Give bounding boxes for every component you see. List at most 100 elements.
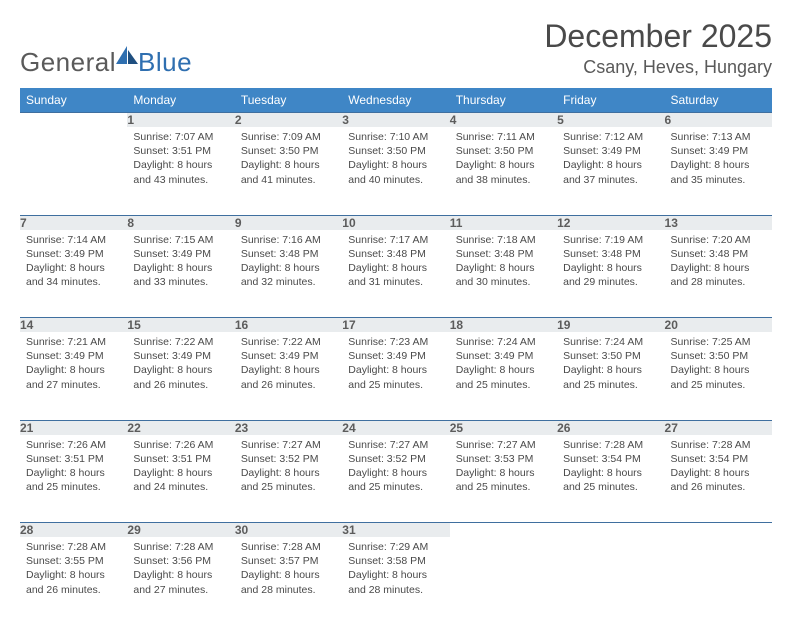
location: Csany, Heves, Hungary <box>544 57 772 78</box>
day-line: Sunset: 3:54 PM <box>671 452 766 466</box>
weekday-header-row: SundayMondayTuesdayWednesdayThursdayFrid… <box>20 88 772 113</box>
day-line: and 34 minutes. <box>26 275 121 289</box>
day-line: Daylight: 8 hours <box>241 363 336 377</box>
day-number: 25 <box>450 420 557 435</box>
day-line: Sunrise: 7:16 AM <box>241 233 336 247</box>
day-number: 20 <box>665 318 772 333</box>
week-daynum-row: 28293031 <box>20 523 772 538</box>
day-line: Sunset: 3:48 PM <box>563 247 658 261</box>
day-content: Sunrise: 7:21 AMSunset: 3:49 PMDaylight:… <box>20 332 127 398</box>
day-cell: Sunrise: 7:27 AMSunset: 3:53 PMDaylight:… <box>450 435 557 523</box>
day-line: Sunset: 3:49 PM <box>26 349 121 363</box>
day-cell: Sunrise: 7:14 AMSunset: 3:49 PMDaylight:… <box>20 230 127 318</box>
day-line: and 25 minutes. <box>348 378 443 392</box>
day-line: and 25 minutes. <box>348 480 443 494</box>
month-title: December 2025 <box>544 18 772 55</box>
day-line: Sunrise: 7:17 AM <box>348 233 443 247</box>
day-line: Sunrise: 7:18 AM <box>456 233 551 247</box>
day-content: Sunrise: 7:27 AMSunset: 3:53 PMDaylight:… <box>450 435 557 501</box>
sail-icon <box>116 46 138 64</box>
day-line: Sunset: 3:49 PM <box>26 247 121 261</box>
day-number: 9 <box>235 215 342 230</box>
day-line: Sunset: 3:57 PM <box>241 554 336 568</box>
day-content: Sunrise: 7:18 AMSunset: 3:48 PMDaylight:… <box>450 230 557 296</box>
day-line: Daylight: 8 hours <box>133 568 228 582</box>
day-cell: Sunrise: 7:24 AMSunset: 3:49 PMDaylight:… <box>450 332 557 420</box>
day-line: and 26 minutes. <box>26 583 121 597</box>
day-number: 2 <box>235 113 342 128</box>
day-number: 16 <box>235 318 342 333</box>
day-line: Sunrise: 7:14 AM <box>26 233 121 247</box>
day-line: and 29 minutes. <box>563 275 658 289</box>
day-line: Sunset: 3:49 PM <box>671 144 766 158</box>
day-content: Sunrise: 7:24 AMSunset: 3:50 PMDaylight:… <box>557 332 664 398</box>
day-line: Sunrise: 7:23 AM <box>348 335 443 349</box>
day-line: and 28 minutes. <box>348 583 443 597</box>
day-content: Sunrise: 7:10 AMSunset: 3:50 PMDaylight:… <box>342 127 449 193</box>
day-line: Daylight: 8 hours <box>133 363 228 377</box>
day-cell: Sunrise: 7:21 AMSunset: 3:49 PMDaylight:… <box>20 332 127 420</box>
day-line: Sunset: 3:50 PM <box>671 349 766 363</box>
day-line: and 30 minutes. <box>456 275 551 289</box>
day-cell: Sunrise: 7:13 AMSunset: 3:49 PMDaylight:… <box>665 127 772 215</box>
day-number: 10 <box>342 215 449 230</box>
day-number: 23 <box>235 420 342 435</box>
day-line: Daylight: 8 hours <box>348 363 443 377</box>
week-daynum-row: 78910111213 <box>20 215 772 230</box>
day-cell: Sunrise: 7:17 AMSunset: 3:48 PMDaylight:… <box>342 230 449 318</box>
week-daynum-row: 14151617181920 <box>20 318 772 333</box>
day-line: Daylight: 8 hours <box>241 466 336 480</box>
day-line: Sunset: 3:49 PM <box>133 247 228 261</box>
day-content: Sunrise: 7:27 AMSunset: 3:52 PMDaylight:… <box>342 435 449 501</box>
day-line: and 25 minutes. <box>456 480 551 494</box>
day-line: Daylight: 8 hours <box>671 261 766 275</box>
day-line: Daylight: 8 hours <box>671 158 766 172</box>
day-line: Sunset: 3:56 PM <box>133 554 228 568</box>
day-line: and 37 minutes. <box>563 173 658 187</box>
day-number: 4 <box>450 113 557 128</box>
day-line: Sunset: 3:48 PM <box>456 247 551 261</box>
weekday-header: Friday <box>557 88 664 113</box>
day-line: and 28 minutes. <box>671 275 766 289</box>
day-line: Sunrise: 7:26 AM <box>26 438 121 452</box>
day-cell: Sunrise: 7:15 AMSunset: 3:49 PMDaylight:… <box>127 230 234 318</box>
day-line: Daylight: 8 hours <box>348 261 443 275</box>
day-line: Sunset: 3:52 PM <box>348 452 443 466</box>
day-content: Sunrise: 7:09 AMSunset: 3:50 PMDaylight:… <box>235 127 342 193</box>
day-line: Sunrise: 7:21 AM <box>26 335 121 349</box>
day-number: 1 <box>127 113 234 128</box>
day-cell: Sunrise: 7:12 AMSunset: 3:49 PMDaylight:… <box>557 127 664 215</box>
page: General Blue December 2025 Csany, Heves,… <box>0 0 792 625</box>
day-line: Sunset: 3:49 PM <box>563 144 658 158</box>
day-cell: Sunrise: 7:20 AMSunset: 3:48 PMDaylight:… <box>665 230 772 318</box>
day-line: Sunset: 3:51 PM <box>133 144 228 158</box>
day-line: Sunrise: 7:10 AM <box>348 130 443 144</box>
day-cell <box>20 127 127 215</box>
day-cell: Sunrise: 7:22 AMSunset: 3:49 PMDaylight:… <box>127 332 234 420</box>
week-content-row: Sunrise: 7:21 AMSunset: 3:49 PMDaylight:… <box>20 332 772 420</box>
day-line: Daylight: 8 hours <box>671 363 766 377</box>
week-daynum-row: 123456 <box>20 113 772 128</box>
day-content: Sunrise: 7:17 AMSunset: 3:48 PMDaylight:… <box>342 230 449 296</box>
day-line: Sunset: 3:49 PM <box>456 349 551 363</box>
day-line: Sunrise: 7:22 AM <box>133 335 228 349</box>
day-line: and 25 minutes. <box>456 378 551 392</box>
day-line: Daylight: 8 hours <box>133 466 228 480</box>
day-line: and 26 minutes. <box>671 480 766 494</box>
day-line: Sunrise: 7:09 AM <box>241 130 336 144</box>
day-content: Sunrise: 7:27 AMSunset: 3:52 PMDaylight:… <box>235 435 342 501</box>
day-cell: Sunrise: 7:11 AMSunset: 3:50 PMDaylight:… <box>450 127 557 215</box>
day-line: Sunrise: 7:07 AM <box>133 130 228 144</box>
day-number: 11 <box>450 215 557 230</box>
day-line: Sunrise: 7:20 AM <box>671 233 766 247</box>
day-line: Sunset: 3:48 PM <box>241 247 336 261</box>
day-line: and 25 minutes. <box>563 480 658 494</box>
day-content: Sunrise: 7:15 AMSunset: 3:49 PMDaylight:… <box>127 230 234 296</box>
day-line: and 27 minutes. <box>26 378 121 392</box>
day-line: Daylight: 8 hours <box>241 158 336 172</box>
day-line: Sunrise: 7:11 AM <box>456 130 551 144</box>
day-line: Daylight: 8 hours <box>456 261 551 275</box>
day-line: Daylight: 8 hours <box>348 466 443 480</box>
day-content: Sunrise: 7:23 AMSunset: 3:49 PMDaylight:… <box>342 332 449 398</box>
day-line: and 25 minutes. <box>241 480 336 494</box>
